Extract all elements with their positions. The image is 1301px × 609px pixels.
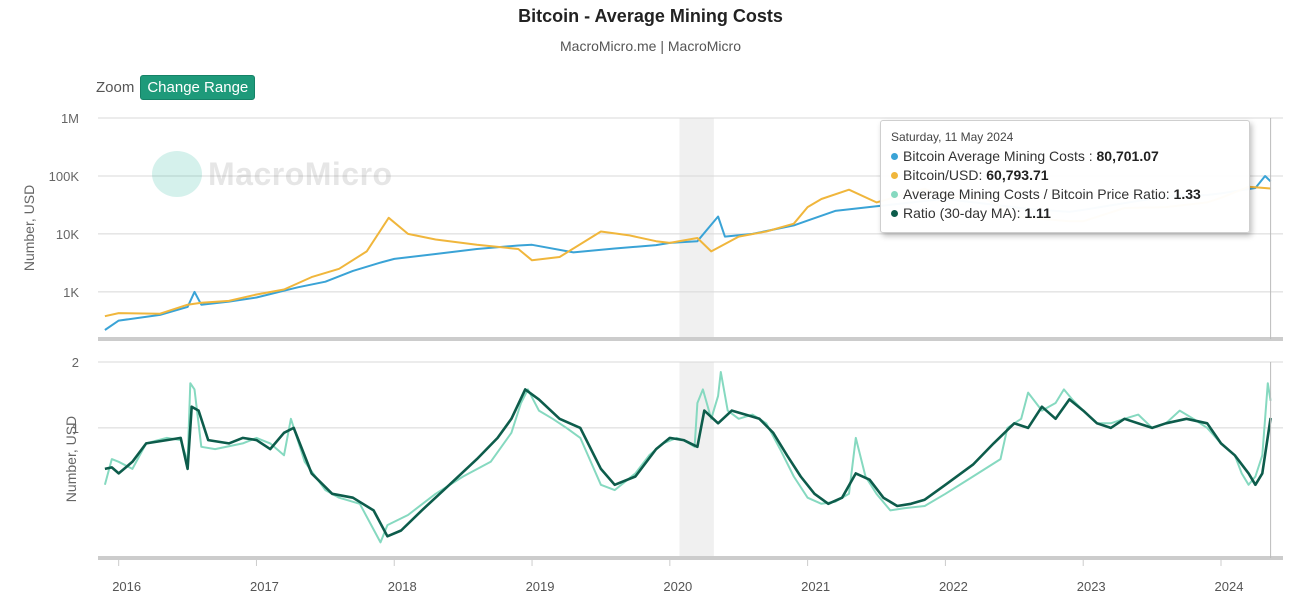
tooltip-row-ratio: Average Mining Costs / Bitcoin Price Rat… xyxy=(891,185,1239,204)
change-range-button[interactable]: Change Range xyxy=(140,75,256,100)
watermark: MacroMicro xyxy=(152,151,393,197)
x-tick-label: 2016 xyxy=(112,579,141,594)
series-line-average-mining-costs-bitcoin-price-ratio xyxy=(103,371,1272,544)
tooltip-label: Ratio (30-day MA) xyxy=(903,205,1017,221)
tooltip-value: 80,701.07 xyxy=(1096,148,1159,164)
x-tick-label: 2022 xyxy=(939,579,968,594)
tooltip-row-ratio-ma: Ratio (30-day MA): 1.11 xyxy=(891,204,1239,223)
shaded-period-band xyxy=(679,362,714,558)
tooltip-label: Average Mining Costs / Bitcoin Price Rat… xyxy=(903,186,1166,202)
tooltip-sep: : xyxy=(978,167,987,183)
x-axis-line xyxy=(98,556,1283,560)
tooltip-sep: : xyxy=(1084,148,1097,164)
y-tick-label: 2 xyxy=(72,355,79,370)
zoom-label: Zoom xyxy=(96,79,135,96)
zoom-controls: Zoom Change Range xyxy=(96,75,256,100)
tooltip-value: 1.33 xyxy=(1173,186,1201,202)
chart-subtitle: MacroMicro.me | MacroMicro xyxy=(560,38,741,54)
y-axis-title: Number, USD xyxy=(63,416,79,502)
x-tick-label: 2020 xyxy=(663,579,692,594)
chart-title: Bitcoin - Average Mining Costs xyxy=(518,6,783,26)
series-line-ratio-30-day-ma- xyxy=(104,388,1272,538)
tooltip-label: Bitcoin Average Mining Costs xyxy=(903,148,1085,164)
x-tick-label: 2021 xyxy=(801,579,830,594)
y-tick-label: 100K xyxy=(49,169,80,184)
x-tick-label: 2017 xyxy=(250,579,279,594)
watermark-text: MacroMicro xyxy=(208,155,393,192)
chart-tooltip: Saturday, 11 May 2024 Bitcoin Average Mi… xyxy=(880,120,1250,233)
y-axis-title: Number, USD xyxy=(21,185,37,271)
y-tick-label: 10K xyxy=(56,227,79,242)
series-dot-icon xyxy=(891,171,898,179)
series-dot-icon xyxy=(891,190,898,198)
tooltip-label: Bitcoin/USD xyxy=(903,167,979,183)
y-tick-label: 1K xyxy=(63,285,79,300)
x-tick-label: 2018 xyxy=(388,579,417,594)
tooltip-row-bitcoin-usd: Bitcoin/USD: 60,793.71 xyxy=(891,166,1239,185)
x-tick-label: 2019 xyxy=(526,579,555,594)
tooltip-sep: : xyxy=(1016,205,1025,221)
tooltip-sep: : xyxy=(1165,186,1174,202)
tooltip-value: 60,793.71 xyxy=(986,167,1049,183)
tooltip-value: 1.11 xyxy=(1024,205,1051,221)
series-dot-icon xyxy=(891,209,898,217)
x-tick-label: 2023 xyxy=(1077,579,1106,594)
x-tick-label: 2024 xyxy=(1215,579,1244,594)
y-tick-label: 1M xyxy=(61,111,79,126)
tooltip-date: Saturday, 11 May 2024 xyxy=(891,130,1014,144)
macromicro-logo-icon xyxy=(152,151,202,197)
tooltip-row-mining-cost: Bitcoin Average Mining Costs : 80,701.07 xyxy=(891,147,1239,166)
y-tick-label: 1 xyxy=(72,421,79,436)
series-dot-icon xyxy=(891,152,898,160)
x-axis-line xyxy=(98,337,1283,341)
